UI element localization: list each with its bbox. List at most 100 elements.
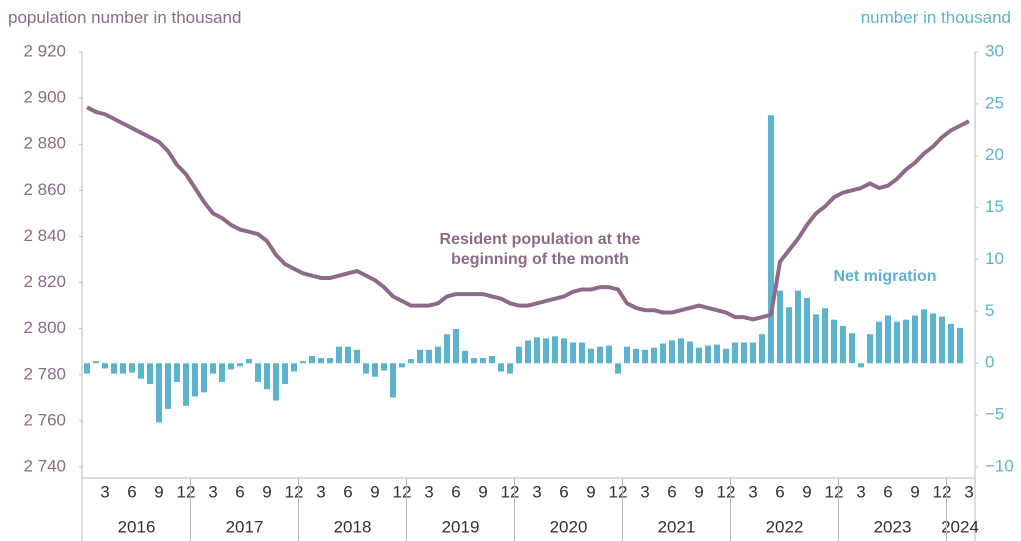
bar <box>948 323 954 364</box>
y2-axis-title: number in thousand <box>860 8 1011 27</box>
x-tick-label: 3 <box>316 482 325 501</box>
x-tick-label: 12 <box>717 482 736 501</box>
y2-tick-label: −10 <box>985 456 1014 475</box>
bar <box>777 290 783 364</box>
x-tick-label: 3 <box>208 482 217 501</box>
bar <box>660 343 666 364</box>
x-tick-label: 9 <box>370 482 379 501</box>
bar <box>534 337 540 364</box>
bar <box>804 297 810 364</box>
x-tick-label: 9 <box>910 482 919 501</box>
bar <box>435 346 441 364</box>
bar <box>264 363 270 390</box>
x-tick-label: 3 <box>532 482 541 501</box>
bar <box>507 363 513 374</box>
y-tick-label: 2 920 <box>23 41 66 60</box>
y-tick-label: 2 800 <box>23 318 66 337</box>
bar <box>147 363 153 384</box>
bar <box>291 363 297 372</box>
bar <box>327 358 333 364</box>
bar <box>318 358 324 364</box>
y-tick-label: 2 820 <box>23 272 66 291</box>
y-tick-label: 2 860 <box>23 180 66 199</box>
bar <box>525 340 531 364</box>
x-tick-label: 3 <box>640 482 649 501</box>
y-tick-label: 2 760 <box>23 410 66 429</box>
y-tick-label: 2 780 <box>23 364 66 383</box>
bar <box>309 355 315 364</box>
bar <box>237 363 243 367</box>
y2-tick-label: −5 <box>985 405 1004 424</box>
bar <box>669 340 675 364</box>
bar <box>741 342 747 364</box>
bar <box>255 363 261 382</box>
year-label: 2021 <box>658 517 696 536</box>
bar-annotation: Net migration <box>833 268 937 285</box>
bar <box>642 349 648 364</box>
bar <box>246 359 252 364</box>
x-tick-label: 6 <box>775 482 784 501</box>
bar <box>759 334 765 364</box>
bar <box>822 308 828 364</box>
bar <box>615 363 621 374</box>
bar <box>390 363 396 398</box>
bar <box>399 363 405 368</box>
y2-tick-label: 10 <box>985 249 1004 268</box>
bar <box>201 363 207 393</box>
x-tick-label: 9 <box>262 482 271 501</box>
year-label: 2022 <box>766 517 804 536</box>
x-tick-label: 6 <box>343 482 352 501</box>
bar <box>174 363 180 382</box>
bar <box>687 341 693 364</box>
bar <box>858 363 864 368</box>
bar <box>480 358 486 364</box>
x-tick-label: 6 <box>667 482 676 501</box>
year-label: 2023 <box>874 517 912 536</box>
year-label: 2017 <box>226 517 264 536</box>
bar <box>903 319 909 364</box>
bar <box>363 363 369 374</box>
x-tick-label: 12 <box>285 482 304 501</box>
x-tick-label: 6 <box>127 482 136 501</box>
bar <box>696 347 702 364</box>
bar <box>138 363 144 379</box>
bar <box>228 363 234 370</box>
x-tick-label: 9 <box>478 482 487 501</box>
x-tick-label: 3 <box>856 482 865 501</box>
x-tick-label: 9 <box>154 482 163 501</box>
bar <box>633 348 639 364</box>
bar <box>381 363 387 371</box>
x-tick-label: 6 <box>235 482 244 501</box>
bar <box>543 338 549 364</box>
year-label: 2024 <box>941 517 979 536</box>
x-tick-label: 3 <box>100 482 109 501</box>
bar <box>552 336 558 364</box>
bar <box>813 314 819 364</box>
x-tick-label: 6 <box>451 482 460 501</box>
bar <box>165 363 171 409</box>
line-annotation: Resident population at the beginning of … <box>439 231 641 268</box>
x-tick-label: 9 <box>802 482 811 501</box>
bar <box>786 307 792 364</box>
bar <box>849 333 855 364</box>
bar <box>84 363 90 374</box>
x-tick-label: 9 <box>694 482 703 501</box>
bar <box>867 334 873 364</box>
y-tick-label: 2 880 <box>23 134 66 153</box>
bar <box>714 344 720 364</box>
bar <box>111 363 117 374</box>
year-label: 2016 <box>118 517 156 536</box>
bar <box>210 363 216 374</box>
x-tick-label: 9 <box>586 482 595 501</box>
y2-tick-label: 20 <box>985 145 1004 164</box>
bar <box>795 290 801 364</box>
bar <box>930 313 936 364</box>
bar <box>489 355 495 364</box>
bar <box>345 346 351 364</box>
x-tick-label: 6 <box>559 482 568 501</box>
bar <box>894 321 900 364</box>
bar <box>93 361 99 364</box>
x-tick-label: 6 <box>883 482 892 501</box>
